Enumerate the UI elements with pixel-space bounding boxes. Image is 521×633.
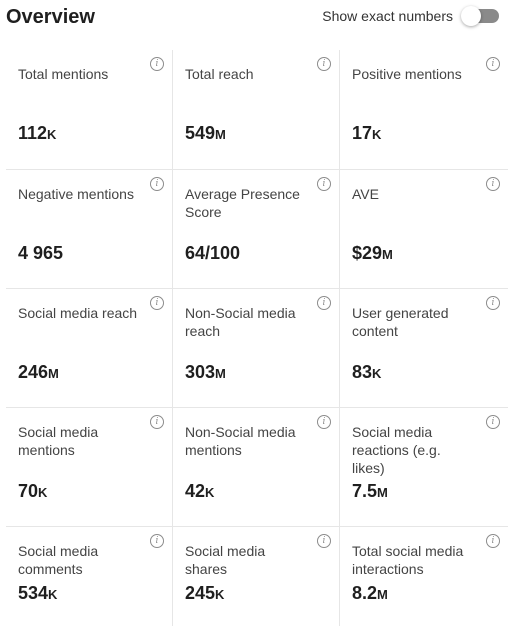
metric-label: AVE bbox=[352, 186, 379, 202]
page-title: Overview bbox=[6, 6, 95, 28]
metric-value: 303M bbox=[185, 362, 226, 383]
metric-label: Average Presence Score bbox=[185, 186, 300, 220]
info-icon[interactable]: i bbox=[317, 177, 331, 191]
metric-value: 549M bbox=[185, 123, 226, 144]
metric-unit: M bbox=[215, 127, 226, 142]
metric-label: Negative mentions bbox=[18, 186, 134, 202]
metric-unit: K bbox=[48, 587, 58, 602]
metric-average-presence-score: Average Presence Score i 64/100 bbox=[173, 170, 340, 289]
metric-value: 245K bbox=[185, 583, 224, 604]
metric-value: 64/100 bbox=[185, 243, 240, 264]
metrics-grid: Total mentions i 112K Total reach i 549M… bbox=[6, 50, 508, 626]
info-icon[interactable]: i bbox=[150, 415, 164, 429]
toggle-knob[interactable] bbox=[461, 6, 481, 26]
info-icon[interactable]: i bbox=[486, 534, 500, 548]
metric-number: 246 bbox=[18, 362, 49, 382]
info-icon[interactable]: i bbox=[486, 177, 500, 191]
metric-non-social-media-mentions: Non-Social media mentions i 42K bbox=[173, 408, 340, 527]
metric-value: 112K bbox=[18, 123, 56, 144]
metric-negative-mentions: Negative mentions i 4 965 bbox=[6, 170, 173, 289]
metric-label: Social media reach bbox=[18, 305, 138, 321]
metric-label: Social media comments bbox=[18, 543, 99, 577]
metric-unit: K bbox=[372, 127, 382, 142]
metric-number: 83 bbox=[352, 362, 373, 382]
metric-number: 534 bbox=[18, 583, 49, 603]
metric-unit: K bbox=[372, 366, 382, 381]
metric-label: Total reach bbox=[185, 66, 254, 82]
metric-unit: K bbox=[38, 485, 48, 500]
metric-label: Positive mentions bbox=[352, 66, 462, 82]
metric-label: Non-Social media mentions bbox=[185, 424, 296, 458]
metric-label: User generated content bbox=[352, 305, 449, 339]
metric-value: 7.5M bbox=[352, 481, 388, 502]
exact-numbers-toggle-group[interactable]: Show exact numbers bbox=[322, 6, 499, 26]
metric-number: 245 bbox=[185, 583, 216, 603]
metric-value: 246M bbox=[18, 362, 59, 383]
metric-social-media-shares: Social media shares i 245K bbox=[173, 527, 340, 626]
metric-unit: M bbox=[377, 485, 388, 500]
metric-number: 8.2 bbox=[352, 583, 378, 603]
metric-total-social-media-interactions: Total social media interactions i 8.2M bbox=[340, 527, 508, 626]
info-icon[interactable]: i bbox=[150, 57, 164, 71]
metric-value: 8.2M bbox=[352, 583, 388, 604]
info-icon[interactable]: i bbox=[317, 534, 331, 548]
info-icon[interactable]: i bbox=[486, 415, 500, 429]
metric-social-media-reach: Social media reach i 246M bbox=[6, 289, 173, 408]
metric-number: 303 bbox=[185, 362, 216, 382]
metric-number: 17 bbox=[352, 123, 373, 143]
info-icon[interactable]: i bbox=[486, 296, 500, 310]
metric-number: 549 bbox=[185, 123, 216, 143]
metric-unit: M bbox=[382, 247, 393, 262]
metric-number: 7.5 bbox=[352, 481, 378, 501]
metric-total-mentions: Total mentions i 112K bbox=[6, 50, 173, 170]
metric-unit: K bbox=[205, 485, 215, 500]
info-icon[interactable]: i bbox=[150, 534, 164, 548]
metric-value: $29M bbox=[352, 243, 393, 264]
info-icon[interactable]: i bbox=[150, 296, 164, 310]
metric-number: 4 965 bbox=[18, 243, 64, 263]
info-icon[interactable]: i bbox=[317, 296, 331, 310]
metric-unit: K bbox=[215, 587, 225, 602]
info-icon[interactable]: i bbox=[317, 57, 331, 71]
metric-value: 83K bbox=[352, 362, 381, 383]
metric-value: 4 965 bbox=[18, 243, 63, 264]
metric-value: 534K bbox=[18, 583, 57, 604]
overview-header: Overview Show exact numbers bbox=[0, 0, 521, 40]
metric-number: 112 bbox=[18, 123, 48, 143]
exact-numbers-toggle[interactable] bbox=[461, 6, 499, 26]
metric-unit: K bbox=[47, 127, 57, 142]
metric-ave: AVE i $29M bbox=[340, 170, 508, 289]
metric-number: 64/100 bbox=[185, 243, 241, 263]
info-icon[interactable]: i bbox=[317, 415, 331, 429]
metric-label: Social media reactions (e.g. likes) bbox=[352, 424, 441, 476]
metric-label: Social media mentions bbox=[18, 424, 99, 458]
metric-unit: M bbox=[48, 366, 59, 381]
metric-non-social-media-reach: Non-Social media reach i 303M bbox=[173, 289, 340, 408]
metric-label: Total mentions bbox=[18, 66, 109, 82]
metric-total-reach: Total reach i 549M bbox=[173, 50, 340, 170]
metric-number: 42 bbox=[185, 481, 206, 501]
info-icon[interactable]: i bbox=[150, 177, 164, 191]
metric-social-media-comments: Social media comments i 534K bbox=[6, 527, 173, 626]
metric-social-media-mentions: Social media mentions i 70K bbox=[6, 408, 173, 527]
metric-unit: M bbox=[215, 366, 226, 381]
metric-value: 42K bbox=[185, 481, 214, 502]
metric-user-generated-content: User generated content i 83K bbox=[340, 289, 508, 408]
metric-unit: M bbox=[377, 587, 388, 602]
toggle-label: Show exact numbers bbox=[322, 8, 453, 24]
metric-number: 70 bbox=[18, 481, 39, 501]
metric-social-media-reactions: Social media reactions (e.g. likes) i 7.… bbox=[340, 408, 508, 527]
metric-value: 70K bbox=[18, 481, 47, 502]
metric-positive-mentions: Positive mentions i 17K bbox=[340, 50, 508, 170]
metric-label: Total social media interactions bbox=[352, 543, 464, 577]
metric-label: Social media shares bbox=[185, 543, 266, 577]
metric-label: Non-Social media reach bbox=[185, 305, 296, 339]
metric-value: 17K bbox=[352, 123, 381, 144]
info-icon[interactable]: i bbox=[486, 57, 500, 71]
metric-number: $29 bbox=[352, 243, 383, 263]
